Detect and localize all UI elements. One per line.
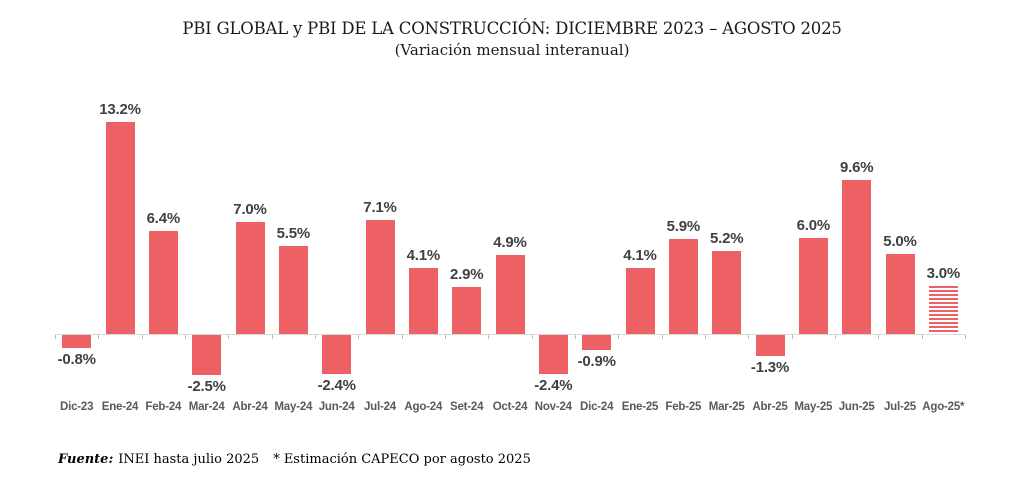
x-axis-label: Feb-24: [145, 401, 182, 413]
bar: [582, 335, 612, 350]
bar-value-label: 2.9%: [449, 266, 484, 284]
x-axis-label: May-24: [274, 401, 313, 413]
bar: [235, 221, 265, 334]
x-axis-tick: [228, 335, 230, 339]
bar: [322, 335, 352, 374]
bar: [625, 268, 655, 334]
bar-value-label: 4.1%: [623, 247, 657, 265]
bar-value-label: 5.0%: [883, 232, 917, 250]
x-axis-label: Ene-25: [621, 401, 659, 413]
x-axis-tick: [185, 335, 186, 339]
x-axis-tick: [661, 335, 663, 339]
bar: [538, 335, 568, 374]
bar: [668, 239, 698, 334]
x-axis-label: Oct-24: [492, 401, 528, 413]
bar: [192, 335, 222, 376]
chart-subtitle: (Variación mensual interanual): [394, 41, 630, 59]
x-axis-label: Ago-25*: [922, 401, 965, 413]
bar: [62, 335, 92, 348]
x-axis-label: Jun-24: [318, 401, 355, 413]
x-axis-label: Jun-25: [838, 401, 875, 413]
bar-value-label: -2.4%: [534, 376, 573, 394]
x-axis-tick: [445, 335, 446, 339]
bar-value-label: -1.3%: [750, 358, 790, 376]
bar-value-label: -0.8%: [57, 350, 96, 368]
x-axis-tick: [791, 335, 793, 339]
x-axis-tick: [705, 335, 706, 339]
bar-value-label: 6.0%: [796, 216, 831, 234]
x-axis-tick: [531, 335, 533, 339]
x-axis-tick: [98, 335, 100, 339]
bar: [105, 122, 135, 334]
bar-value-label: 7.0%: [233, 200, 267, 218]
x-axis-tick: [488, 335, 490, 339]
bar-estimated: [928, 285, 958, 334]
bar-value-label: 4.9%: [493, 234, 527, 252]
bar: [278, 245, 308, 334]
source-text: INEI hasta julio 2025: [118, 452, 260, 467]
x-axis-label: Mar-25: [708, 401, 745, 413]
bar-value-label: 3.0%: [926, 264, 961, 282]
bar-value-label: 13.2%: [99, 101, 141, 118]
x-axis-label: Dic-24: [580, 401, 614, 413]
bar: [885, 253, 915, 334]
bar-value-label: 7.1%: [363, 199, 397, 216]
x-axis-tick: [401, 335, 403, 339]
x-axis-tick: [358, 335, 360, 339]
source-note: Fuente: INEI hasta julio 2025 * Estimación…: [58, 452, 531, 467]
x-axis-label: Feb-25: [665, 401, 702, 413]
bar-value-label: 4.1%: [406, 247, 441, 265]
x-axis-label: Nov-24: [534, 401, 572, 413]
x-axis-label: Ago-24: [404, 401, 443, 413]
bar-value-label: 9.6%: [839, 158, 874, 176]
x-axis-tick: [878, 335, 880, 339]
x-axis-tick: [271, 335, 273, 339]
x-axis-label: Jul-25: [883, 401, 917, 413]
x-axis-tick: [835, 335, 836, 339]
bar: [408, 268, 438, 334]
bar: [755, 335, 785, 356]
bar: [712, 250, 742, 334]
x-axis-tick: [748, 335, 750, 339]
estimate-note: * Estimación CAPECO por agosto 2025: [273, 452, 531, 467]
bar-value-label: 5.5%: [276, 224, 311, 242]
bar-value-label: -0.9%: [577, 352, 616, 370]
x-axis-label: Set-24: [450, 401, 484, 413]
bar: [798, 237, 828, 334]
x-axis-tick: [141, 335, 143, 339]
x-axis-line: [55, 334, 966, 335]
plot-area: -0.8% Dic-23 13.2% Ene-24 6.4% Feb-24 -2.5% Mar…: [55, 0, 966, 486]
bar-value-label: -2.5%: [187, 378, 226, 396]
x-axis-label: Dic-23: [60, 401, 94, 413]
bar: [452, 287, 482, 334]
x-axis-label: May-25: [794, 401, 833, 413]
x-axis-tick: [618, 335, 620, 339]
bar-value-label: 5.9%: [666, 218, 701, 236]
bar-value-label: 5.2%: [709, 229, 744, 247]
x-axis-tick: [965, 335, 966, 339]
bar-value-label: -2.4%: [317, 376, 356, 394]
bar: [148, 231, 178, 334]
bar: [495, 255, 525, 334]
x-axis-label: Jul-24: [363, 401, 397, 413]
x-axis-tick: [921, 335, 923, 339]
x-axis-label: Abr-24: [232, 401, 268, 413]
source-label: Fuente:: [58, 452, 114, 467]
x-axis-label: Ene-24: [101, 401, 139, 413]
x-axis-tick: [55, 335, 56, 339]
chart-title: PBI GLOBAL y PBI DE LA CONSTRUCCIÓN: DIC…: [182, 19, 842, 38]
x-axis-label: Mar-24: [188, 401, 225, 413]
bar: [842, 179, 872, 334]
x-axis-tick: [315, 335, 316, 339]
bar-value-label: 6.4%: [146, 210, 181, 228]
bar: [365, 220, 395, 334]
x-axis-label: Abr-25: [752, 401, 788, 413]
x-axis-tick: [575, 335, 576, 339]
